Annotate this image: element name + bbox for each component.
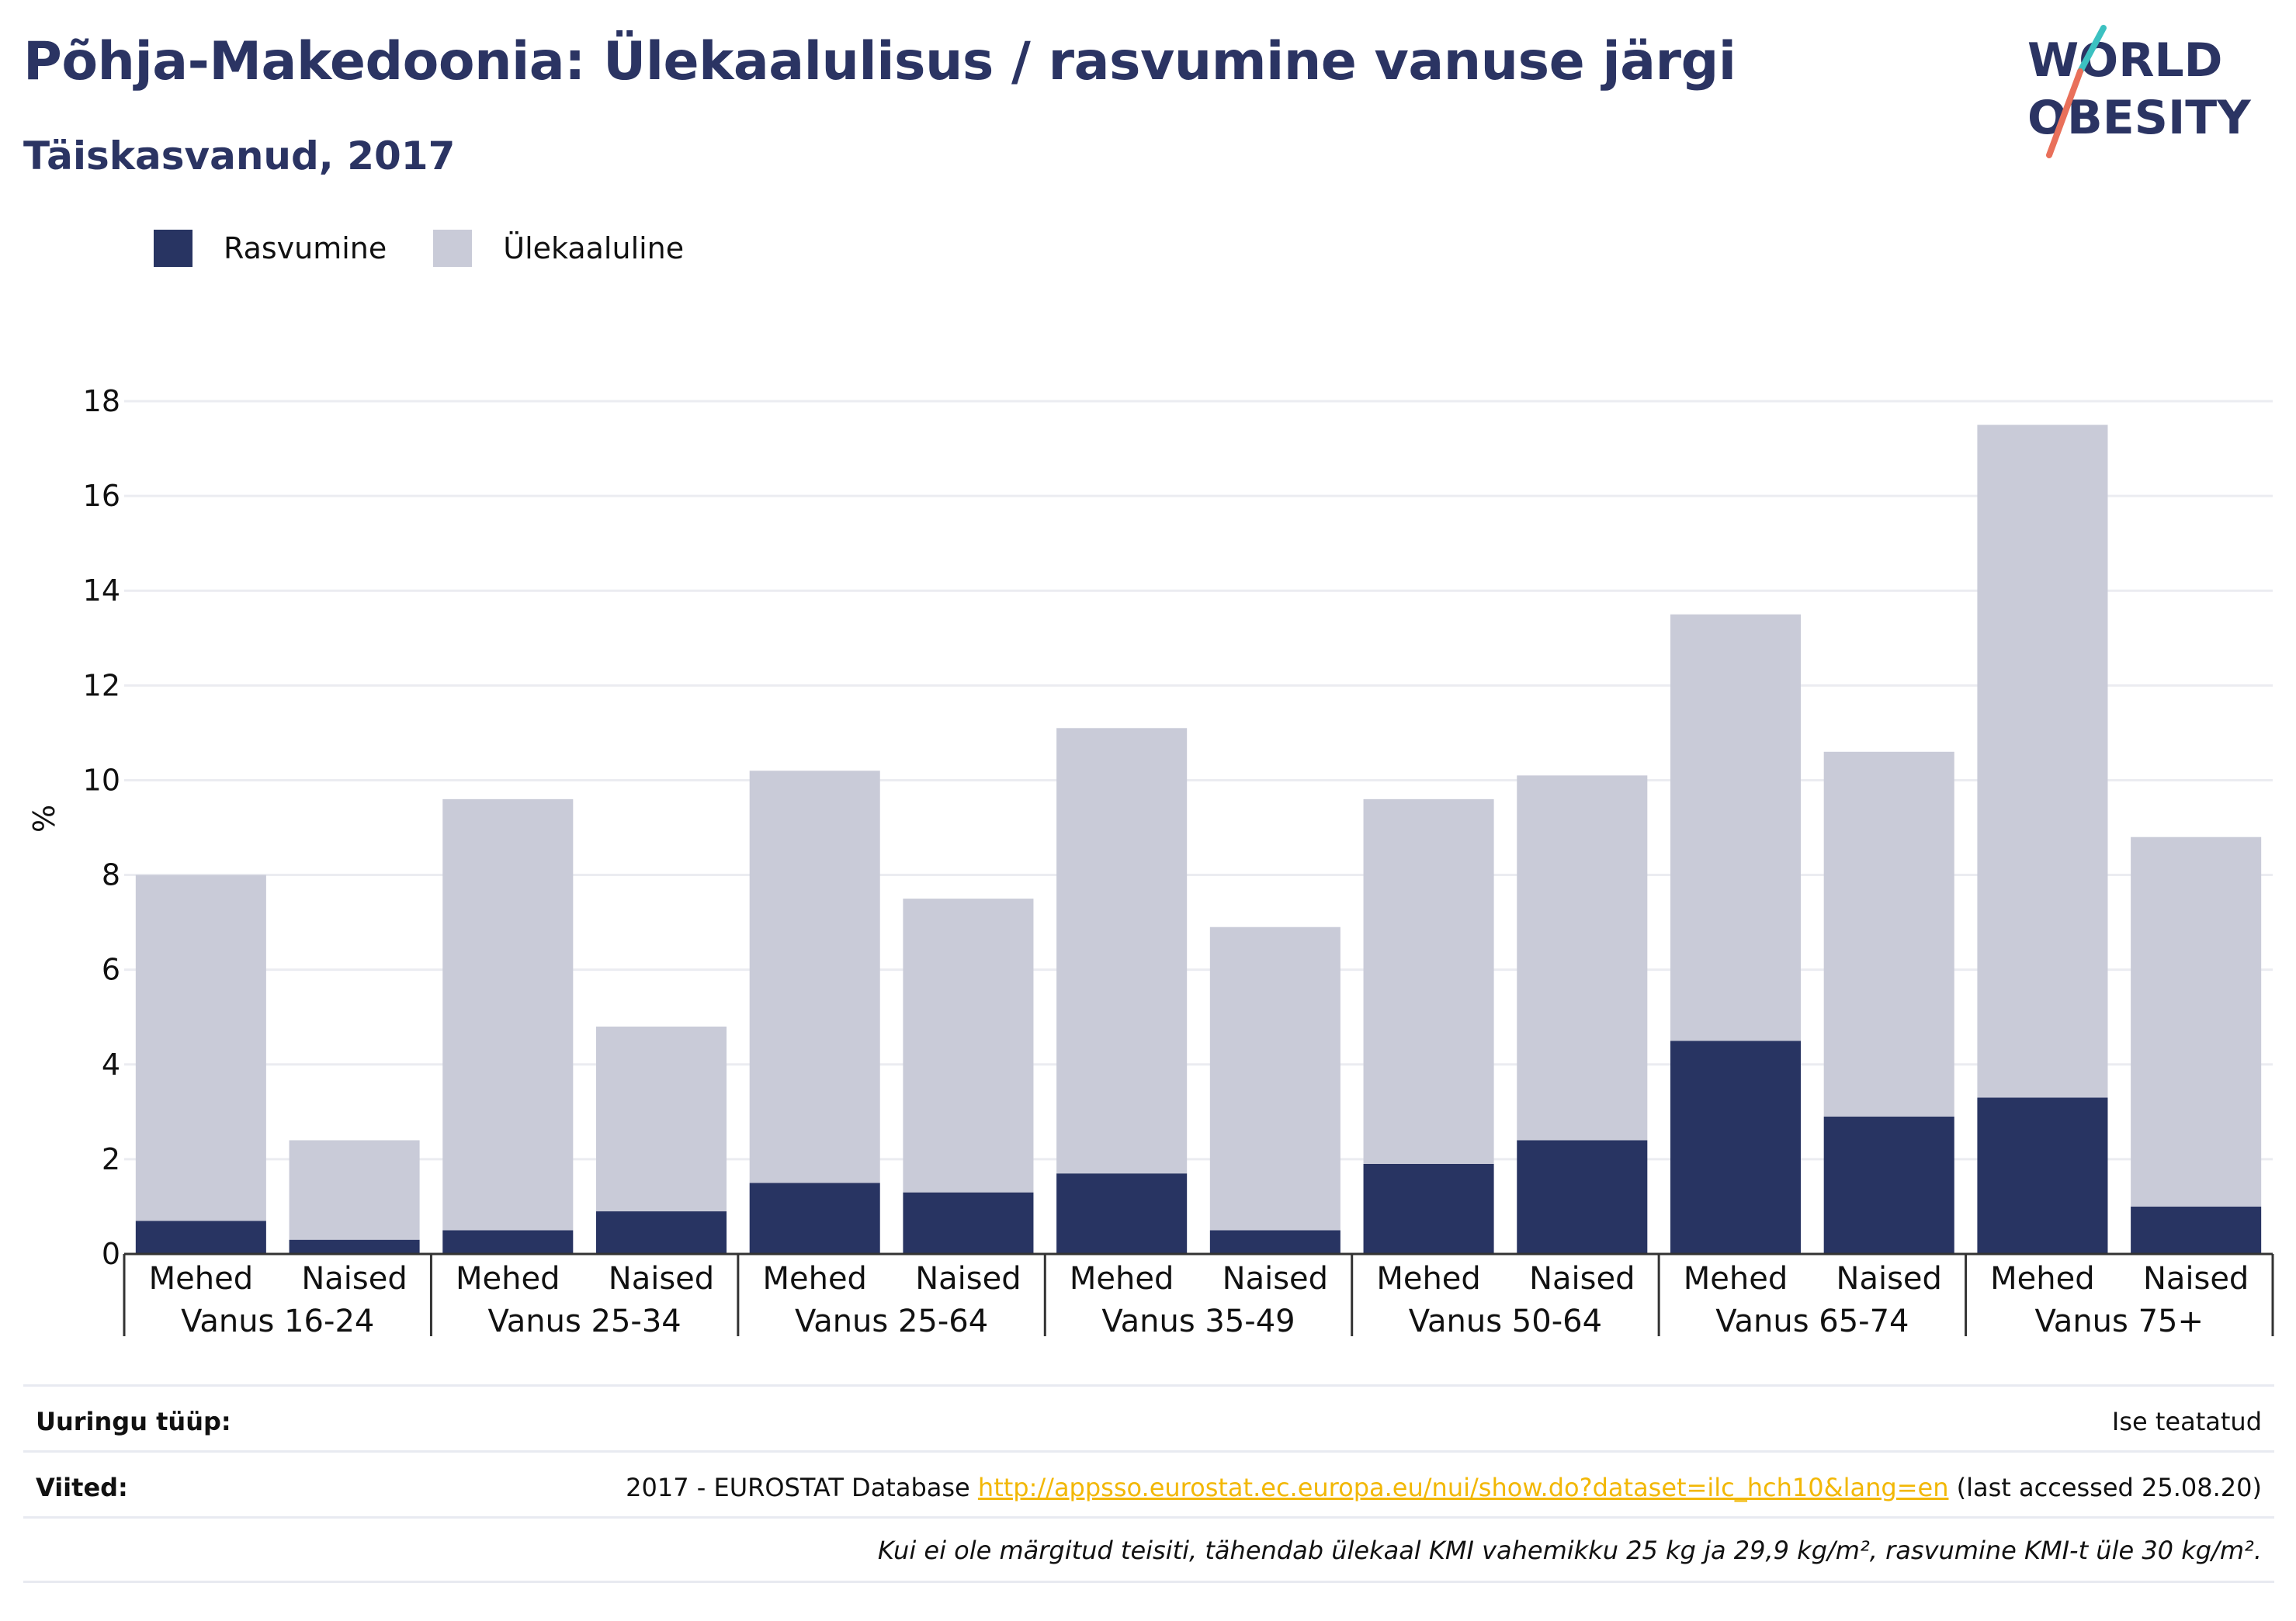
bar-ulekaaluline xyxy=(1363,798,1494,1164)
axes: 0 2 4 6 8 10 12 14 16 18 Mehed Naised Mehed Naised Meh… xyxy=(83,384,2274,1339)
bar-ulekaaluline xyxy=(2131,836,2262,1207)
definition-note: Kui ei ole märgitud teisiti, tähendab ül… xyxy=(877,1536,2262,1565)
bar-rasvumine xyxy=(749,1183,880,1254)
bar-ulekaaluline xyxy=(903,899,1034,1193)
bar-ulekaaluline xyxy=(1209,927,1340,1231)
chart-title: Põhja-Makedoonia: Ülekaalulisus / rasvum… xyxy=(23,31,1736,92)
references-source: 2017 - EUROSTAT Database xyxy=(626,1473,978,1502)
bar-rasvumine xyxy=(903,1192,1034,1254)
chart-legend: Rasvumine Ülekaaluline xyxy=(154,230,730,267)
x-category-label: Naised xyxy=(1529,1261,1635,1297)
bar-rasvumine xyxy=(1670,1041,1802,1254)
x-category-label: Mehed xyxy=(149,1261,253,1297)
y-tick-label: 0 xyxy=(102,1237,120,1271)
y-tick-label: 4 xyxy=(102,1048,120,1082)
stacked-bar-chart: 0 2 4 6 8 10 12 14 16 18 Mehed Naised Mehed Naised Meh… xyxy=(27,384,2274,1339)
x-category-label: Naised xyxy=(915,1261,1021,1297)
y-tick-label: 6 xyxy=(102,953,120,987)
x-category-label: Naised xyxy=(1223,1261,1328,1297)
bar-rasvumine xyxy=(1056,1173,1188,1254)
legend-item-rasvumine: Rasvumine xyxy=(154,230,387,267)
x-category-label: Mehed xyxy=(1376,1261,1480,1297)
legend-label-ulekaaluline: Ülekaaluline xyxy=(503,231,685,265)
bar-rasvumine xyxy=(1209,1230,1340,1254)
chart-subtitle: Täiskasvanud, 2017 xyxy=(23,133,456,178)
survey-type-label: Uuringu tüüp: xyxy=(36,1407,231,1436)
x-group-label: Vanus 25-34 xyxy=(488,1304,682,1339)
bar-rasvumine xyxy=(1977,1097,2108,1254)
y-tick-label: 16 xyxy=(83,479,120,513)
footer-references-row: Viited: 2017 - EUROSTAT Database http://… xyxy=(23,1450,2274,1516)
y-tick-label: 18 xyxy=(83,384,120,418)
y-tick-label: 10 xyxy=(83,763,120,797)
x-category-label: Mehed xyxy=(456,1261,560,1297)
logo-slash-top xyxy=(2077,25,2107,74)
x-category-label: Mehed xyxy=(762,1261,866,1297)
x-category-label: Mehed xyxy=(1684,1261,1788,1297)
x-category-label: Naised xyxy=(1836,1261,1942,1297)
bar-ulekaaluline xyxy=(595,1026,727,1212)
bar-ulekaaluline xyxy=(1670,614,1802,1041)
bar-rasvumine xyxy=(595,1211,727,1254)
bar-ulekaaluline xyxy=(1823,751,1954,1117)
y-tick-label: 8 xyxy=(102,858,120,892)
x-category-label: Naised xyxy=(609,1261,714,1297)
x-group-label: Vanus 50-64 xyxy=(1409,1304,1602,1339)
bar-ulekaaluline xyxy=(1517,775,1648,1141)
x-group-label: Vanus 25-64 xyxy=(795,1304,988,1339)
bar-rasvumine xyxy=(135,1221,266,1254)
footer-note-row: Kui ei ole märgitud teisiti, tähendab ül… xyxy=(23,1516,2274,1583)
logo-word-world: WORLD xyxy=(2027,33,2222,88)
bar-ulekaaluline xyxy=(1056,728,1188,1174)
bar-rasvumine xyxy=(1517,1140,1648,1254)
legend-swatch-rasvumine xyxy=(154,230,192,267)
y-axis-label: % xyxy=(27,805,61,833)
bar-ulekaaluline xyxy=(749,771,880,1183)
bar-ulekaaluline xyxy=(442,798,574,1231)
bar-rasvumine xyxy=(1823,1116,1954,1254)
x-group-label: Vanus 75+ xyxy=(2035,1304,2204,1339)
references-label: Viited: xyxy=(36,1473,128,1502)
x-group-label: Vanus 35-49 xyxy=(1101,1304,1295,1339)
bar-ulekaaluline xyxy=(289,1140,420,1240)
bar-rasvumine xyxy=(1363,1163,1494,1254)
chart-footer: Uuringu tüüp: Ise teatatud Viited: 2017 … xyxy=(23,1384,2274,1583)
bar-rasvumine xyxy=(2131,1206,2262,1254)
x-category-label: Naised xyxy=(301,1261,407,1297)
references-value: 2017 - EUROSTAT Database http://appsso.e… xyxy=(626,1473,2262,1502)
survey-type-value: Ise teatatud xyxy=(2111,1407,2262,1436)
world-obesity-logo: WORLD OBESITY xyxy=(2027,25,2252,158)
logo-slash-bottom xyxy=(2046,68,2083,158)
y-tick-label: 2 xyxy=(102,1142,120,1176)
legend-item-ulekaaluline: Ülekaaluline xyxy=(433,230,684,267)
bar-ulekaaluline xyxy=(135,875,266,1221)
x-category-label: Mehed xyxy=(1990,1261,2094,1297)
x-group-label: Vanus 16-24 xyxy=(181,1304,374,1339)
y-tick-label: 14 xyxy=(83,573,120,608)
y-tick-label: 12 xyxy=(83,668,120,702)
bar-ulekaaluline xyxy=(1977,424,2108,1098)
footer-survey-row: Uuringu tüüp: Ise teatatud xyxy=(23,1384,2274,1450)
references-accessed: (last accessed 25.08.20) xyxy=(1948,1473,2262,1502)
bar-rasvumine xyxy=(442,1230,574,1254)
references-link[interactable]: http://appsso.eurostat.ec.europa.eu/nui/… xyxy=(977,1473,1949,1502)
x-category-label: Naised xyxy=(2143,1261,2249,1297)
x-group-label: Vanus 65-74 xyxy=(1715,1304,1909,1339)
legend-label-rasvumine: Rasvumine xyxy=(224,231,387,265)
x-category-label: Mehed xyxy=(1070,1261,1174,1297)
legend-swatch-ulekaaluline xyxy=(433,230,473,267)
bars xyxy=(135,424,2262,1254)
bar-rasvumine xyxy=(289,1239,420,1254)
